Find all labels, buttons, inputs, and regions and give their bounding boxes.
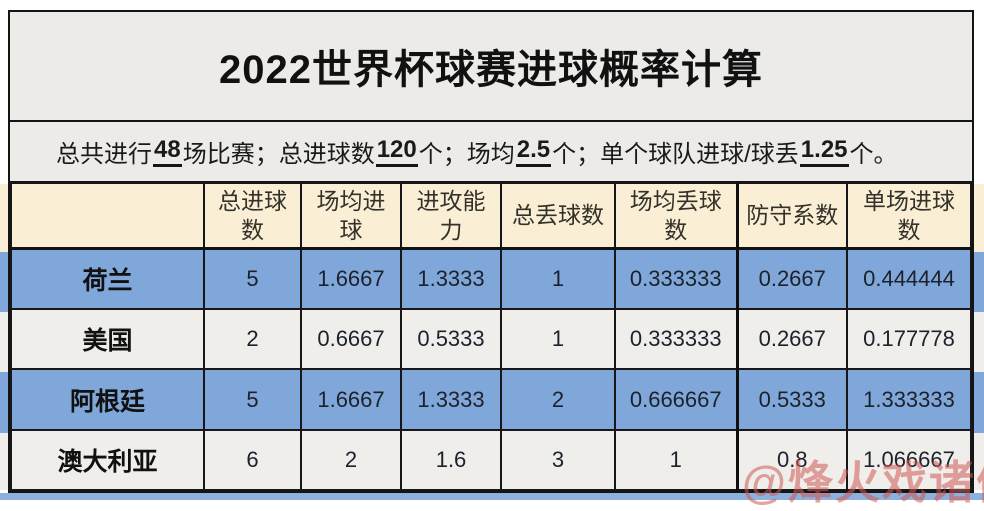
cell-value: 1.3333 [400,368,502,431]
cell-value: 1.6 [400,428,502,492]
cell-value: 0.8 [735,428,848,492]
cell-value: 0.333333 [614,308,738,371]
cell-value: 6 [203,428,302,492]
cell-value: 5 [203,368,302,431]
table-row-netherlands: 荷兰 5 1.6667 1.3333 1 0.333333 0.2667 0.4… [10,247,972,311]
table-row-usa: 美国 2 0.6667 0.5333 1 0.333333 0.2667 0.1… [10,308,972,371]
cell-value: 1.333333 [846,368,972,431]
header-cell-conceded-per-match: 场均丢球数 [614,182,738,250]
team-name: 美国 [10,308,205,371]
table-container: 2022世界杯球赛进球概率计算 总共进行 48 场比赛；总进球数 120 个；场均 2.5… [8,10,974,493]
stats-table: 总进球数 场均进球 进攻能力 总丢球数 场均丢球数 防守系数 单场进球数 荷兰 … [10,182,972,492]
cell-value: 2 [203,308,302,371]
header-cell-total-conceded: 总丢球数 [500,182,616,250]
cell-value: 1 [614,428,738,492]
team-name: 荷兰 [10,247,205,311]
bleed-next-row-sliver [0,493,984,500]
spreadsheet-screenshot: 2022世界杯球赛进球概率计算 总共进行 48 场比赛；总进球数 120 个；场均 2.5… [0,10,984,508]
summary-goals-per-team: 1.25 [799,136,849,167]
summary-text: 个；单个球队进球/球丢 [552,141,799,168]
cell-value: 1.6667 [300,368,402,431]
team-name: 澳大利亚 [10,428,205,492]
cell-value: 1 [500,247,616,311]
cell-value: 3 [500,428,616,492]
summary-goals-per-match: 2.5 [515,136,552,167]
cell-value: 0.5333 [400,308,502,371]
summary-bar: 总共进行 48 场比赛；总进球数 120 个；场均 2.5 个；单个球队进球/球丢 1.25 个… [10,122,972,182]
title-bar: 2022世界杯球赛进球概率计算 [10,12,972,122]
header-cell-goals-per-match: 场均进球 [300,182,402,250]
header-cell-goals-per-game: 单场进球数 [846,182,972,250]
summary-text: 个；场均 [418,141,515,168]
header-cell-attack-ability: 进攻能力 [400,182,502,250]
header-row: 总进球数 场均进球 进攻能力 总丢球数 场均丢球数 防守系数 单场进球数 [10,182,972,250]
cell-value: 1.6667 [300,247,402,311]
cell-value: 0.666667 [614,368,738,431]
summary-total-matches: 48 [153,136,182,167]
cell-value: 0.333333 [614,247,738,311]
header-cell-total-goals: 总进球数 [203,182,302,250]
cell-value: 0.6667 [300,308,402,371]
table-row-argentina: 阿根廷 5 1.6667 1.3333 2 0.666667 0.5333 1.… [10,368,972,431]
cell-value: 1.3333 [400,247,502,311]
summary-text: 场比赛；总进球数 [182,141,375,168]
cell-value: 0.444444 [846,247,972,311]
cell-value: 0.177778 [846,308,972,371]
cell-value: 1.066667 [846,428,972,492]
cell-value: 5 [203,247,302,311]
cell-value: 2 [500,368,616,431]
cell-value: 0.5333 [735,368,848,431]
watermark-text: @烽火戏诸侯 [742,457,984,508]
header-cell-team [10,182,205,250]
header-cell-defense-coefficient: 防守系数 [735,182,848,250]
summary-text: 总共进行 [56,141,152,168]
page-title: 2022世界杯球赛进球概率计算 [219,48,763,92]
cell-value: 1 [500,308,616,371]
cell-value: 0.2667 [735,308,848,371]
cell-value: 0.2667 [735,247,848,311]
summary-text: 个。 [849,141,898,168]
summary-total-goals: 120 [375,136,418,167]
table-row-australia: 澳大利亚 6 2 1.6 3 1 0.8 1.066667 [10,428,972,492]
team-name: 阿根廷 [10,368,205,431]
cell-value: 2 [300,428,402,492]
